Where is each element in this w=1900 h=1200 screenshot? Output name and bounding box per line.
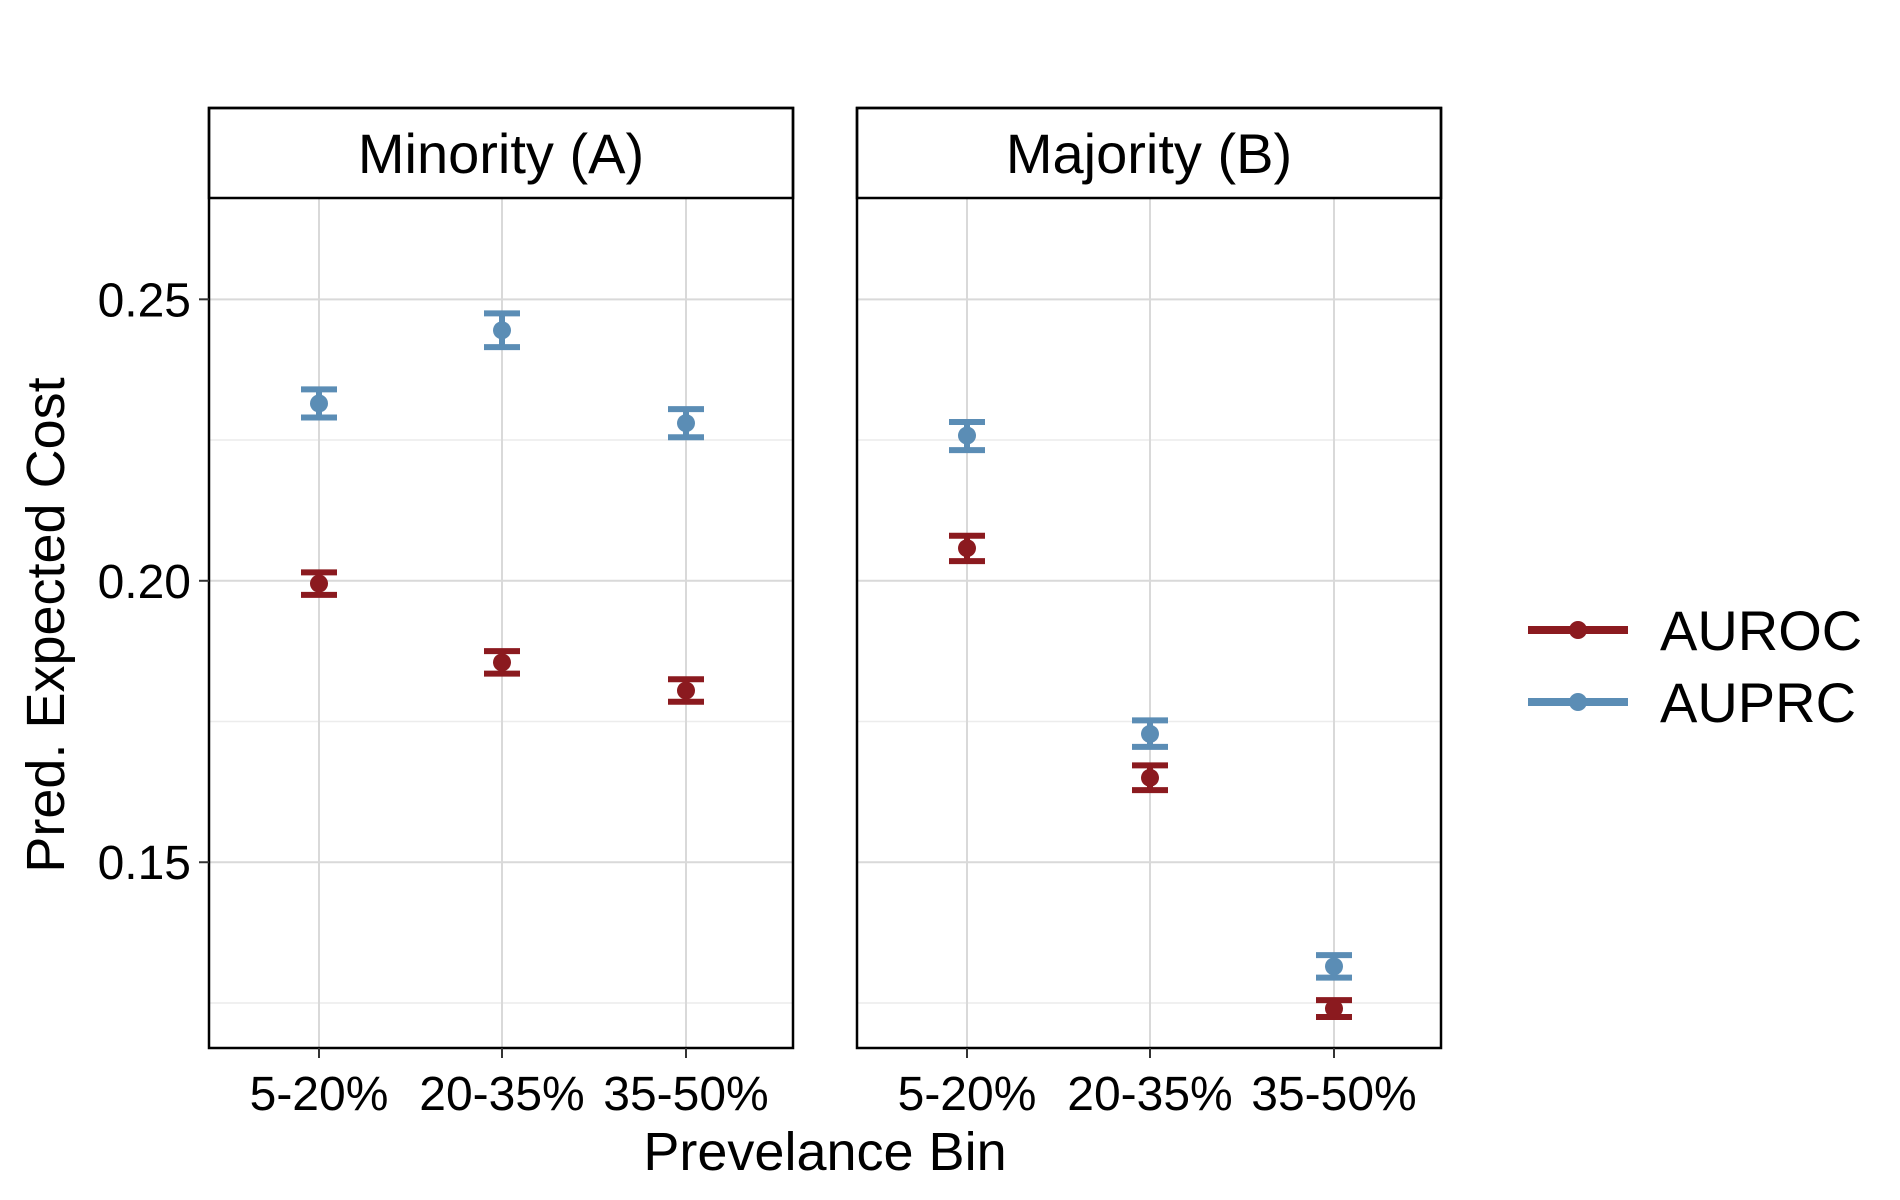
data-point <box>310 574 328 593</box>
point-auprc <box>949 419 985 454</box>
panel-majority-strip <box>855 106 1443 200</box>
x-tick-label: 20-35% <box>1067 1068 1232 1121</box>
point-auprc <box>668 406 704 441</box>
data-point <box>958 426 976 445</box>
data-point <box>310 394 328 413</box>
y-tick-label: 0.25 <box>98 274 191 327</box>
x-tick-label: 5-20% <box>898 1068 1037 1121</box>
data-point <box>1325 957 1343 976</box>
x-tick-label: 20-35% <box>419 1068 584 1121</box>
data-point <box>493 321 511 340</box>
y-axis: 0.15 0.20 0.25 <box>98 274 209 890</box>
panel-majority-xaxis: 5-20% 20-35% 35-50% <box>898 1048 1417 1121</box>
y-tick-label: 0.15 <box>98 837 191 890</box>
panel-minority-xaxis: 5-20% 20-35% 35-50% <box>250 1048 769 1121</box>
point-auroc <box>668 676 704 705</box>
data-point <box>958 539 976 558</box>
data-point <box>493 653 511 672</box>
x-tick-label: 5-20% <box>250 1068 389 1121</box>
legend-key-point <box>1569 621 1587 639</box>
point-auprc <box>1316 952 1352 981</box>
data-point <box>1141 724 1159 743</box>
panel-minority-grid <box>209 198 793 1048</box>
x-axis-title: Prevelance Bin <box>643 1122 1006 1182</box>
panel-minority-marks <box>301 310 704 705</box>
legend-item-auroc: AUROC <box>1528 599 1862 662</box>
point-auroc <box>1316 997 1352 1021</box>
y-axis-title: Pred. Expected Cost <box>16 377 76 872</box>
legend-item-auprc: AUPRC <box>1528 671 1856 734</box>
legend-label: AUPRC <box>1660 671 1856 734</box>
panel-majority-marks <box>949 419 1352 1021</box>
data-point <box>1325 999 1343 1018</box>
point-auprc <box>1132 717 1168 750</box>
point-auroc <box>301 569 337 598</box>
panel-majority: Majority (B) 5-20% 20-35% 35-50% <box>855 106 1443 1121</box>
data-point <box>1141 768 1159 787</box>
panel-majority-title: Majority (B) <box>1006 122 1292 185</box>
legend-key-point <box>1569 693 1587 711</box>
point-auroc <box>484 648 520 677</box>
panel-minority: Minority (A) 5-20% 20-35% 35-50% <box>207 106 795 1121</box>
point-auprc <box>301 386 337 421</box>
point-auroc <box>1132 762 1168 794</box>
panel-majority-grid <box>857 198 1441 1048</box>
x-tick-label: 35-50% <box>603 1068 768 1121</box>
panel-minority-title: Minority (A) <box>358 122 644 185</box>
x-tick-label: 35-50% <box>1251 1068 1416 1121</box>
data-point <box>677 414 695 433</box>
legend-label: AUROC <box>1660 599 1862 662</box>
point-auroc <box>949 532 985 565</box>
data-point <box>677 681 695 700</box>
legend: AUROC AUPRC <box>1528 599 1862 734</box>
y-tick-label: 0.20 <box>98 556 191 609</box>
point-auprc <box>484 310 520 351</box>
